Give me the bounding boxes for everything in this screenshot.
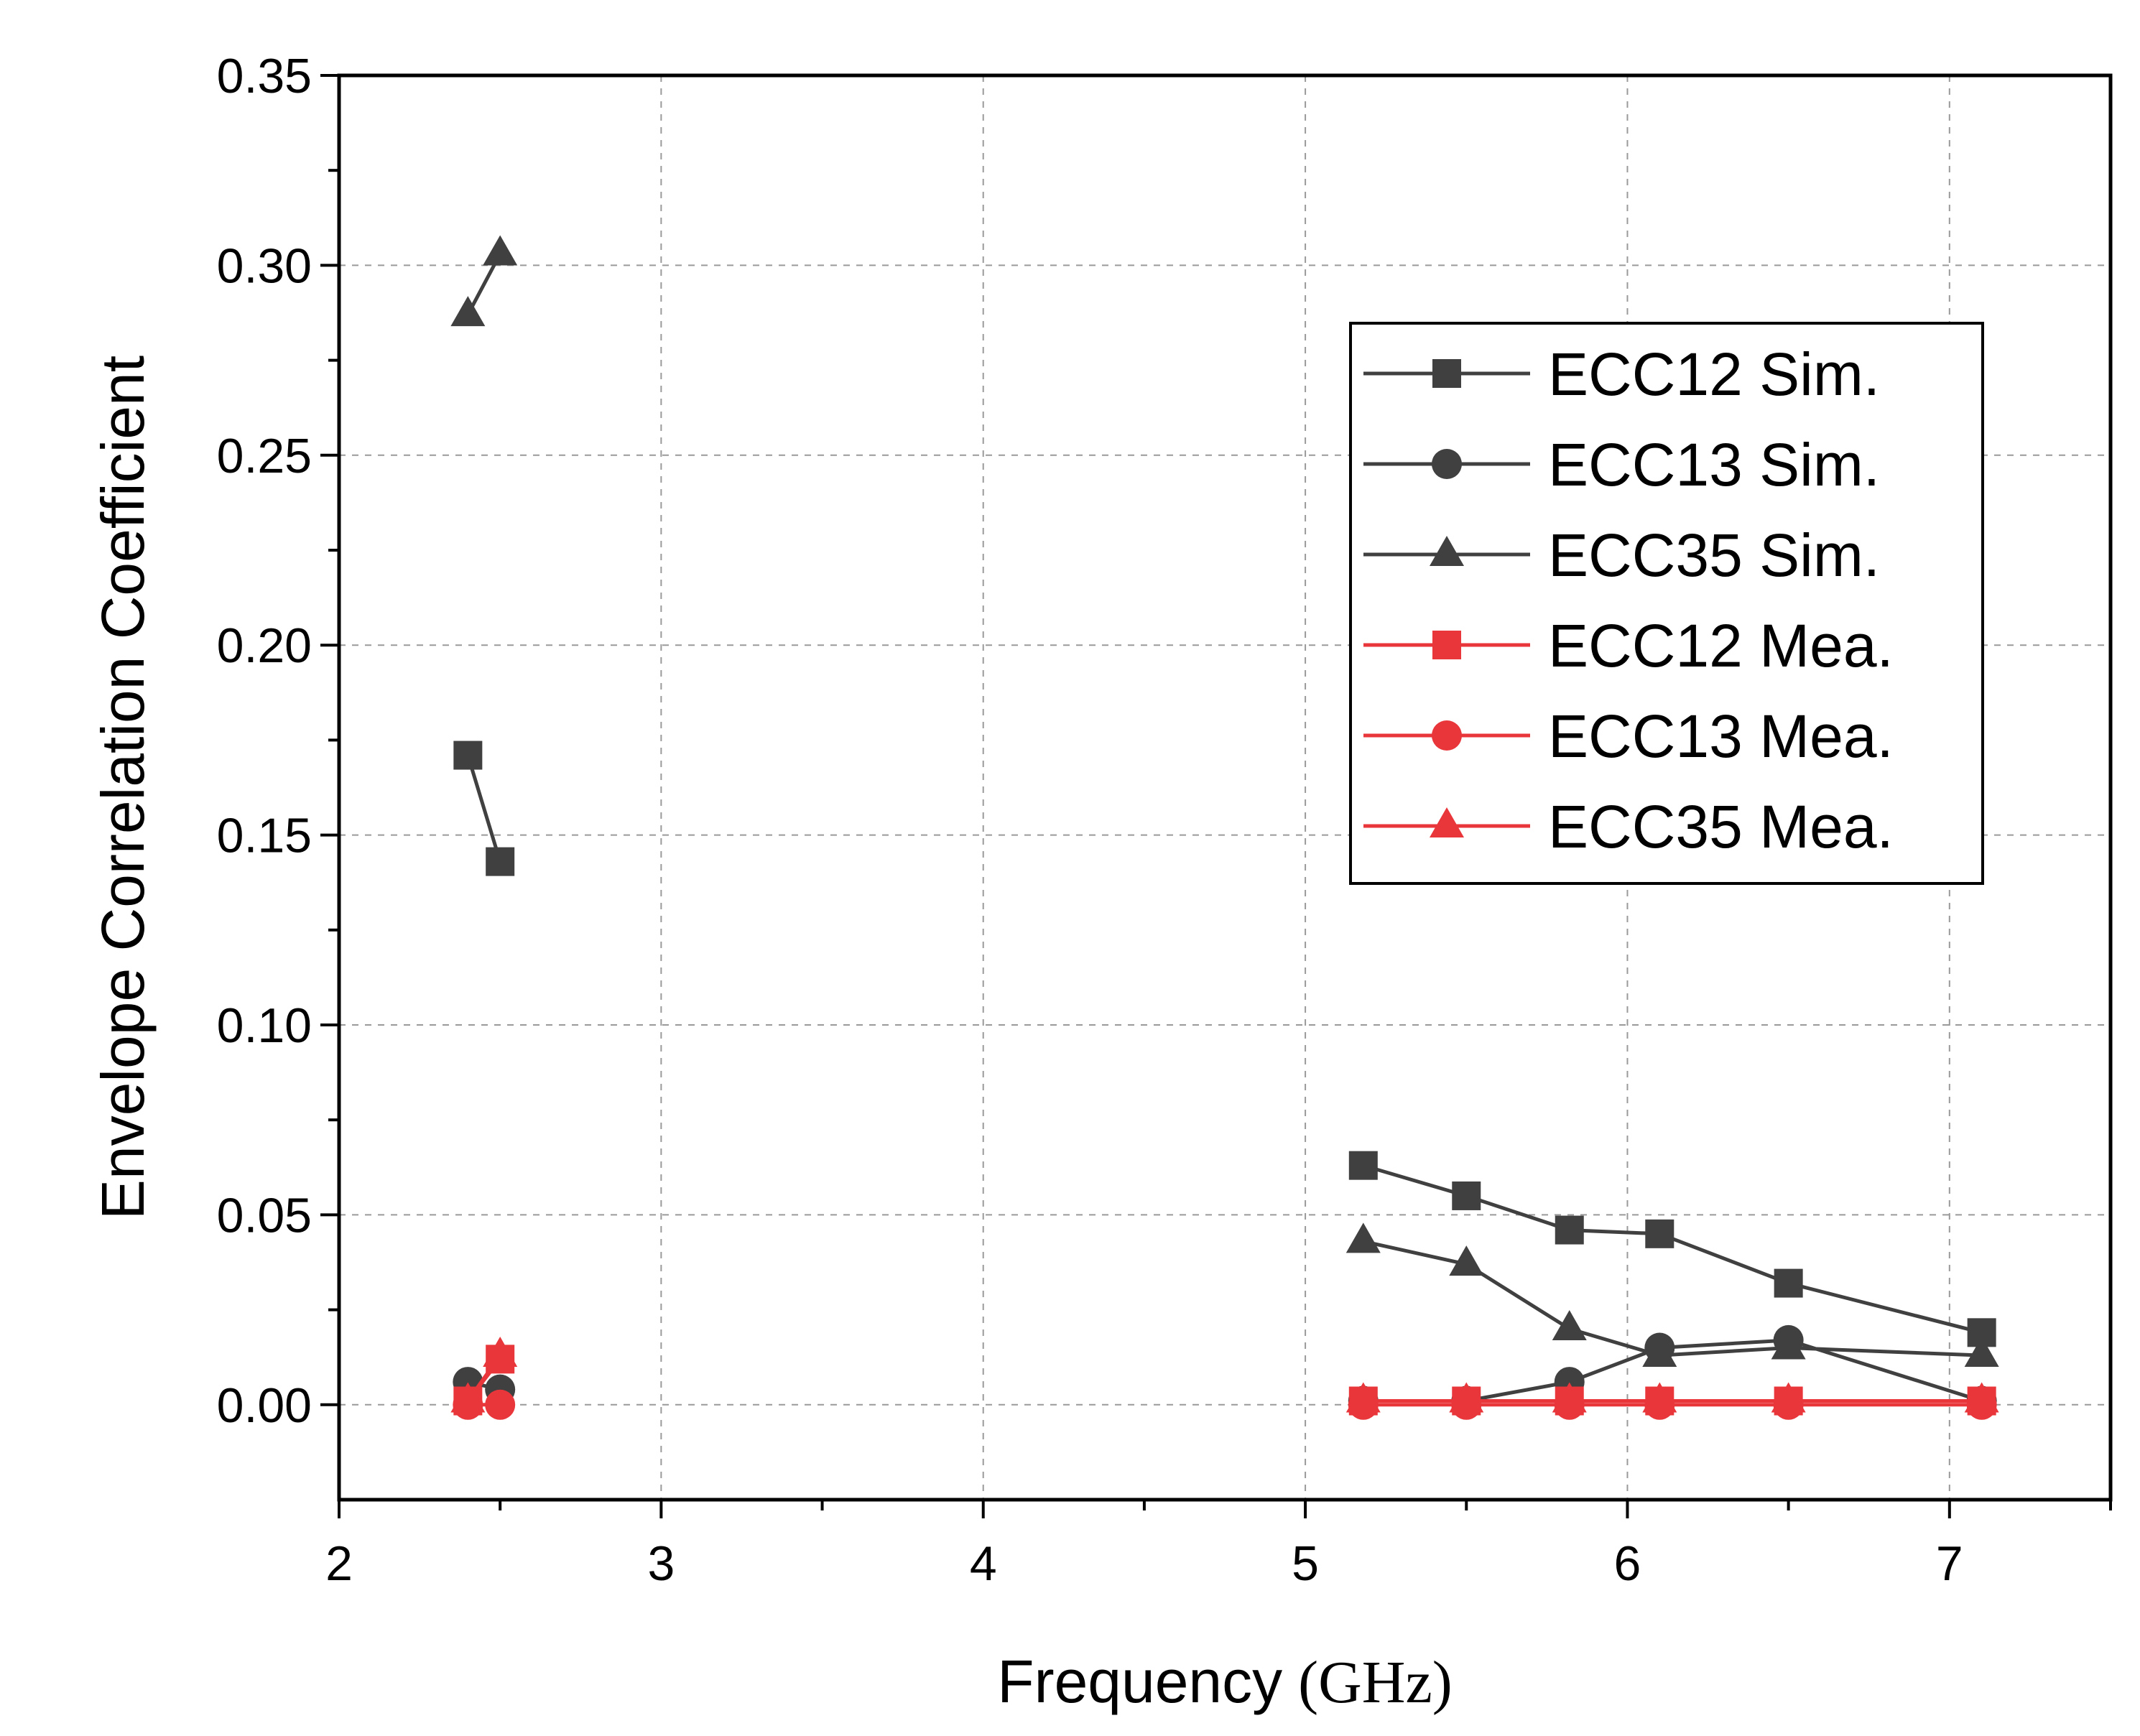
x-tick-label-7: 7: [1936, 1536, 1963, 1591]
x-tick-label-4: 4: [970, 1536, 997, 1591]
data-point-5-1-5: [1964, 1382, 1999, 1413]
data-point-2-1-5: [1964, 1337, 1999, 1368]
legend-marker-4: [1432, 720, 1462, 751]
data-point-2-1-1: [1449, 1245, 1484, 1276]
data-point-0-1-3: [1645, 1219, 1675, 1248]
y-tick-label-0.30: 0.30: [217, 238, 312, 293]
legend-label-2: ECC35 Sim.: [1548, 521, 1880, 589]
legend-label-1: ECC13 Sim.: [1548, 431, 1880, 498]
data-point-2-0-1: [483, 235, 518, 266]
legend-label-3: ECC12 Mea.: [1548, 612, 1894, 679]
data-point-0-0-1: [486, 847, 515, 876]
series-ecc12-sim: [453, 741, 1996, 1347]
data-point-2-0-0: [450, 296, 486, 327]
series-ecc35-sim: [450, 235, 1999, 1368]
data-point-2-1-0: [1345, 1222, 1381, 1253]
y-tick-label-0.20: 0.20: [217, 618, 312, 673]
legend: ECC12 Sim. ECC13 Sim. ECC35 Sim. ECC12 Mea.…: [1349, 322, 1984, 885]
x-axis-title-unit: (GHz): [1298, 1649, 1453, 1716]
y-axis-title: Envelope Correlation Coefficient: [89, 356, 157, 1220]
legend-marker-5: [1430, 807, 1464, 837]
legend-label-0: ECC12 Sim.: [1548, 340, 1880, 408]
axis-ticks: 2 3 4 5 6 7 0.00 0.05 0.10 0.15 0.20 0.25 0.30 0.35: [217, 49, 2112, 1591]
data-point-0-1-4: [1774, 1268, 1803, 1298]
x-axis-title: Frequency (GHz): [997, 1648, 1452, 1716]
data-point-4-0-1: [485, 1389, 516, 1420]
data-point-2-1-3: [1642, 1337, 1677, 1368]
series-ecc35-mea: [450, 1337, 1999, 1413]
legend-label-5: ECC35 Mea.: [1548, 793, 1894, 860]
legend-marker-0: [1432, 359, 1461, 388]
data-point-0-0-0: [453, 741, 483, 770]
series-line-0-1: [1363, 1164, 1983, 1335]
x-tick-label-3: 3: [647, 1536, 675, 1591]
data-point-0-1-1: [1452, 1181, 1481, 1210]
legend-label-4: ECC13 Mea.: [1548, 702, 1894, 770]
data-point-0-1-0: [1348, 1151, 1378, 1180]
series-line-2-1: [1363, 1239, 1982, 1357]
plot-frame: [337, 73, 2113, 1502]
y-tick-label-0.15: 0.15: [217, 809, 312, 863]
data-point-5-1-3: [1642, 1382, 1677, 1413]
legend-box: [1349, 322, 1984, 885]
legend-marker-2: [1430, 535, 1464, 566]
data-point-0-1-2: [1555, 1215, 1584, 1245]
y-tick-label-0.05: 0.05: [217, 1188, 312, 1243]
data-point-5-1-1: [1449, 1382, 1484, 1413]
series-layer: [450, 235, 1999, 1420]
y-tick-label-0.10: 0.10: [217, 998, 312, 1053]
x-axis-title-label: Frequency: [997, 1648, 1282, 1715]
x-tick-label-5: 5: [1292, 1536, 1319, 1591]
data-point-5-0-0: [450, 1382, 486, 1413]
x-tick-label-6: 6: [1614, 1536, 1641, 1591]
data-point-5-1-0: [1345, 1382, 1381, 1413]
x-tick-label-2: 2: [325, 1536, 353, 1591]
data-point-2-1-4: [1771, 1329, 1806, 1360]
series-line-0-0: [465, 754, 502, 863]
data-point-5-1-4: [1771, 1382, 1806, 1413]
y-tick-label-0.25: 0.25: [217, 429, 312, 483]
legend-marker-3: [1432, 631, 1461, 659]
data-point-5-1-2: [1552, 1382, 1587, 1413]
y-tick-label-0.00: 0.00: [217, 1378, 312, 1433]
data-point-2-1-2: [1552, 1310, 1587, 1340]
y-tick-label-0.35: 0.35: [217, 49, 312, 103]
data-point-5-0-1: [483, 1337, 518, 1368]
legend-marker-1: [1432, 449, 1462, 479]
